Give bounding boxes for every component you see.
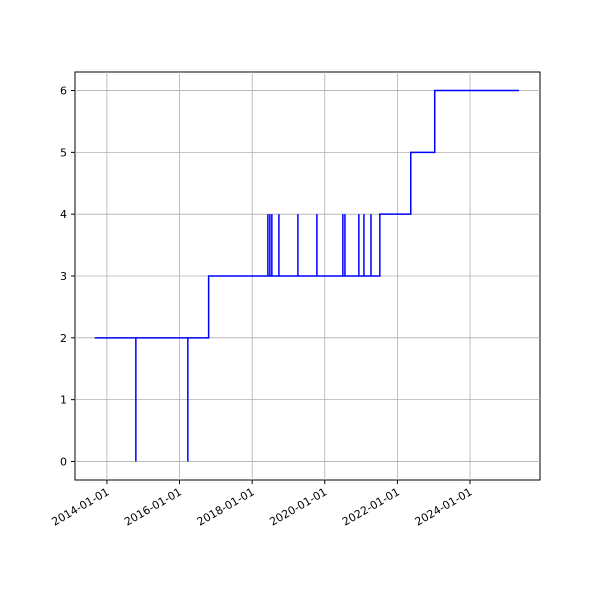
y-tick-label: 4 xyxy=(60,208,67,221)
x-tick-label: 2018-01-01 xyxy=(195,485,257,528)
x-tick-label: 2014-01-01 xyxy=(50,485,112,528)
x-tick-label: 2016-01-01 xyxy=(122,485,184,528)
x-tick-label: 2022-01-01 xyxy=(340,485,402,528)
x-tick-label: 2020-01-01 xyxy=(267,485,329,528)
y-tick-label: 6 xyxy=(60,85,67,98)
y-tick-label: 1 xyxy=(60,394,67,407)
y-tick-label: 5 xyxy=(60,146,67,159)
data-line xyxy=(94,89,520,462)
x-tick-label: 2024-01-01 xyxy=(413,485,475,528)
y-tick-label: 3 xyxy=(60,270,67,283)
y-tick-label: 2 xyxy=(60,332,67,345)
y-tick-label: 0 xyxy=(60,455,67,468)
